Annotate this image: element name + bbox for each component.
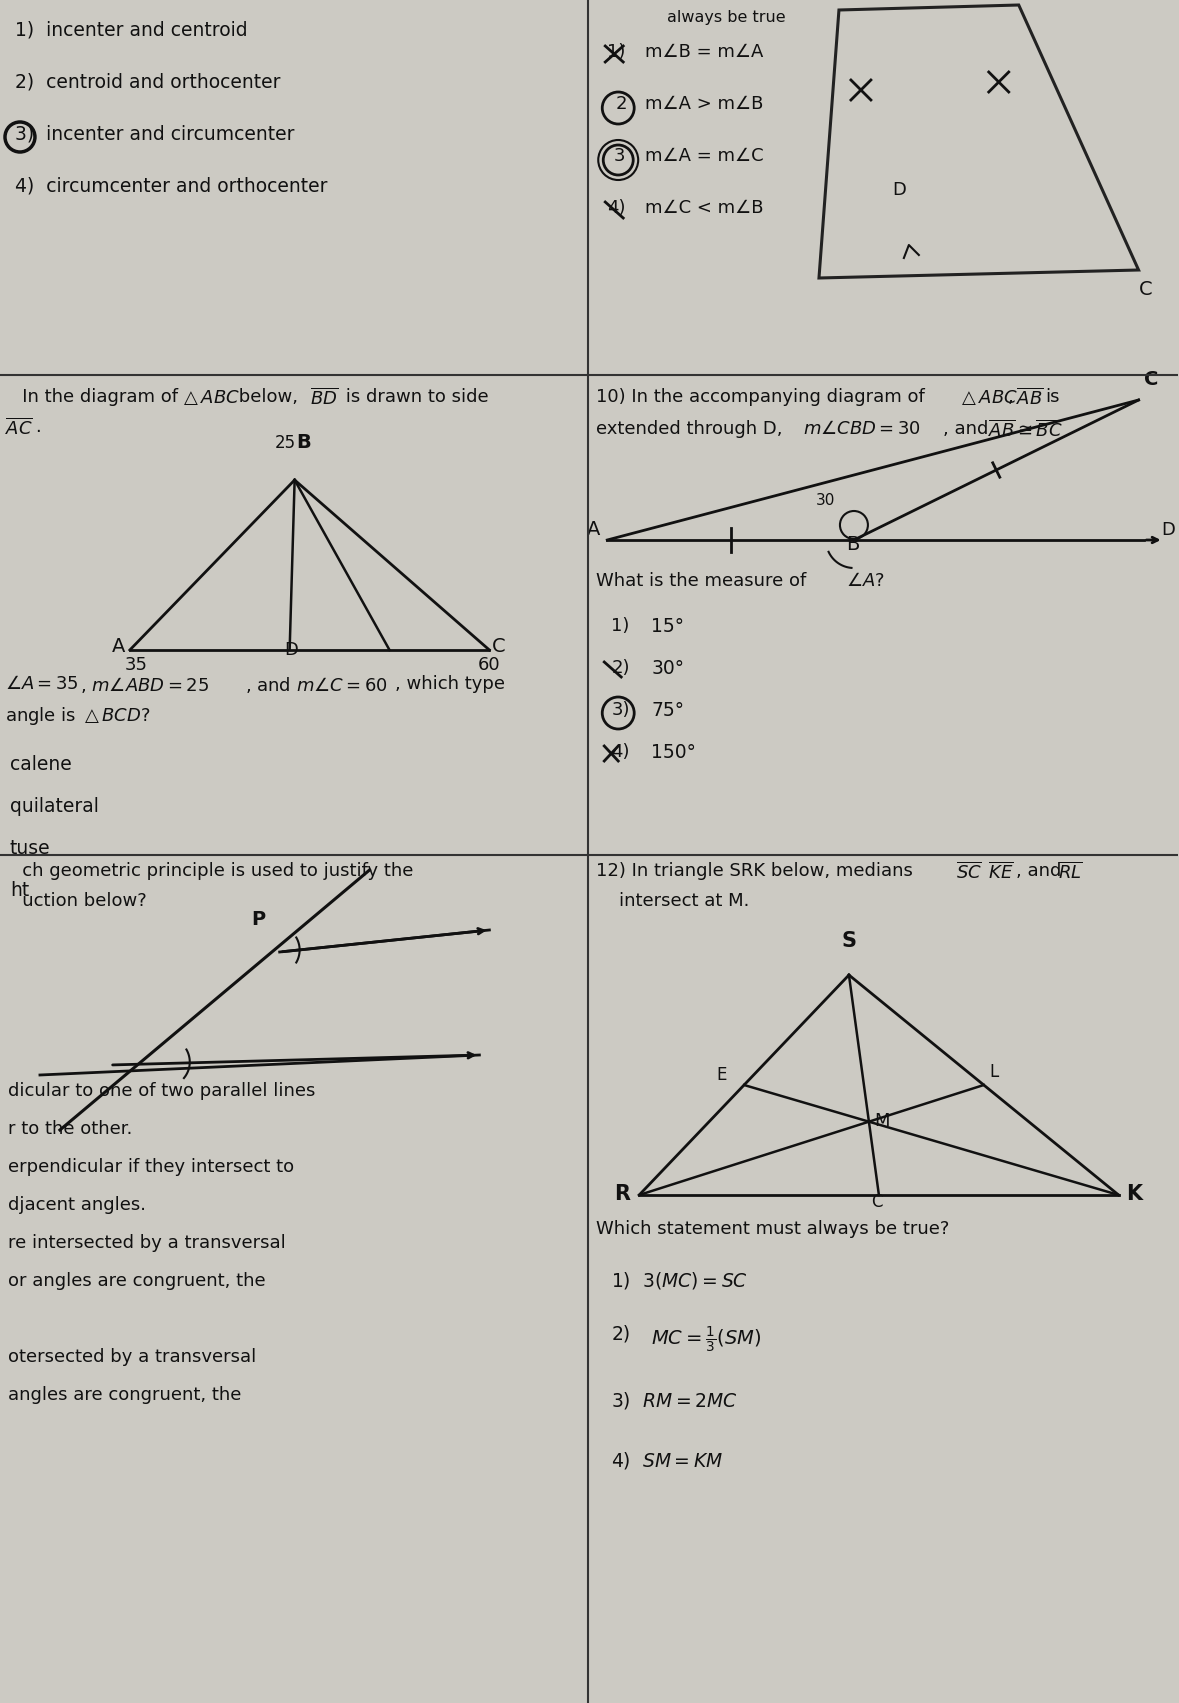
Text: 2): 2) (611, 659, 630, 678)
Text: $\overline{SC}$: $\overline{SC}$ (956, 862, 982, 882)
Text: 75°: 75° (651, 702, 684, 720)
Text: R: R (614, 1184, 631, 1204)
Text: S: S (842, 932, 856, 950)
Text: 35: 35 (125, 656, 147, 674)
Text: A: A (112, 637, 125, 656)
Text: $\overline{RL}$: $\overline{RL}$ (1058, 862, 1082, 882)
Text: D: D (284, 640, 298, 659)
Text: $\overline{AB} \cong \overline{BC}$: $\overline{AB} \cong \overline{BC}$ (988, 421, 1062, 441)
Text: 10) In the accompanying diagram of: 10) In the accompanying diagram of (597, 388, 930, 405)
Text: D: D (1161, 521, 1175, 540)
Text: 3)  $RM = 2MC$: 3) $RM = 2MC$ (611, 1390, 738, 1412)
Text: always be true: always be true (667, 10, 785, 26)
Text: 60: 60 (477, 656, 500, 674)
Text: djacent angles.: djacent angles. (8, 1196, 146, 1214)
Text: calene: calene (9, 754, 72, 773)
Text: B: B (297, 433, 311, 451)
Text: 1): 1) (611, 616, 630, 635)
Text: $\overline{AC}$: $\overline{AC}$ (5, 417, 33, 439)
Text: 2): 2) (611, 1325, 631, 1344)
Text: ht: ht (9, 880, 29, 899)
Text: is: is (1046, 388, 1060, 405)
Text: 25: 25 (275, 434, 296, 451)
Text: C: C (1139, 279, 1152, 300)
Text: uction below?: uction below? (5, 892, 146, 909)
Text: 1)  incenter and centroid: 1) incenter and centroid (15, 20, 248, 39)
Text: ch geometric principle is used to justify the: ch geometric principle is used to justif… (5, 862, 414, 880)
Text: In the diagram of: In the diagram of (5, 388, 184, 405)
Text: 15°: 15° (651, 616, 684, 635)
Text: , $m\angle ABD = 25$: , $m\angle ABD = 25$ (80, 674, 209, 695)
Text: m∠B = m∠A: m∠B = m∠A (645, 43, 764, 61)
Text: $\triangle ABC$: $\triangle ABC$ (179, 388, 239, 407)
Text: Which statement must always be true?: Which statement must always be true? (597, 1219, 949, 1238)
Text: angles are congruent, the: angles are congruent, the (8, 1386, 242, 1403)
Text: $\overline{AB}$: $\overline{AB}$ (1016, 388, 1043, 409)
Text: .: . (35, 417, 41, 436)
Text: ,: , (1008, 388, 1014, 405)
Text: K: K (1127, 1184, 1142, 1204)
Text: $\overline{BD}$: $\overline{BD}$ (310, 388, 338, 409)
Text: m∠A = m∠C: m∠A = m∠C (645, 146, 764, 165)
Text: dicular to one of two parallel lines: dicular to one of two parallel lines (8, 1081, 315, 1100)
Text: below,: below, (232, 388, 303, 405)
Text: is drawn to side: is drawn to side (340, 388, 488, 405)
Text: , and: , and (1016, 862, 1061, 880)
Text: 4)  circumcenter and orthocenter: 4) circumcenter and orthocenter (15, 175, 328, 196)
Text: 4): 4) (607, 199, 626, 216)
Text: m∠C < m∠B: m∠C < m∠B (645, 199, 764, 216)
Text: 30: 30 (816, 492, 836, 507)
Text: 2: 2 (615, 95, 627, 112)
Text: m∠A > m∠B: m∠A > m∠B (645, 95, 764, 112)
Text: D: D (891, 181, 905, 199)
Text: What is the measure of: What is the measure of (597, 572, 812, 589)
Text: C: C (1144, 370, 1158, 388)
Text: 3: 3 (613, 146, 625, 165)
Text: erpendicular if they intersect to: erpendicular if they intersect to (8, 1158, 294, 1177)
Text: C: C (871, 1194, 882, 1211)
Text: $\angle A$?: $\angle A$? (847, 572, 884, 589)
Text: 1): 1) (607, 43, 626, 61)
Text: C: C (492, 637, 505, 656)
Text: re intersected by a transversal: re intersected by a transversal (8, 1235, 285, 1252)
Text: , and $m\angle C = 60$: , and $m\angle C = 60$ (245, 674, 388, 695)
Text: P: P (251, 909, 265, 930)
Text: r to the other.: r to the other. (8, 1121, 132, 1138)
Text: tuse: tuse (9, 840, 51, 858)
Text: A: A (587, 519, 600, 540)
Text: 4): 4) (611, 743, 630, 761)
Text: extended through D,: extended through D, (597, 421, 789, 438)
Text: $MC = \frac{1}{3}(SM)$: $MC = \frac{1}{3}(SM)$ (651, 1325, 762, 1356)
Text: $\triangle ABC$: $\triangle ABC$ (957, 388, 1017, 407)
Text: angle is $\triangle BCD$?: angle is $\triangle BCD$? (5, 705, 151, 727)
Text: or angles are congruent, the: or angles are congruent, the (8, 1272, 265, 1289)
Text: $\angle A = 35$: $\angle A = 35$ (5, 674, 79, 693)
Text: B: B (847, 535, 859, 553)
Text: 3): 3) (611, 702, 630, 719)
Text: E: E (716, 1066, 726, 1085)
Text: 1)  $3(MC) = SC$: 1) $3(MC) = SC$ (611, 1270, 749, 1291)
Text: 30°: 30° (651, 659, 684, 678)
Text: , and: , and (943, 421, 994, 438)
Text: $m\angle CBD = 30$: $m\angle CBD = 30$ (803, 421, 921, 438)
Text: quilateral: quilateral (9, 797, 99, 816)
Text: 12) In triangle SRK below, medians: 12) In triangle SRK below, medians (597, 862, 918, 880)
Text: intersect at M.: intersect at M. (597, 892, 750, 909)
Text: 2)  centroid and orthocenter: 2) centroid and orthocenter (15, 72, 281, 90)
Text: M: M (874, 1112, 889, 1131)
Text: $\overline{KE}$: $\overline{KE}$ (983, 862, 1014, 884)
Text: , which type: , which type (395, 674, 505, 693)
Text: L: L (989, 1063, 999, 1081)
Text: 150°: 150° (651, 743, 696, 761)
Text: 4)  $SM = KM$: 4) $SM = KM$ (611, 1449, 724, 1471)
Text: otersected by a transversal: otersected by a transversal (8, 1349, 256, 1366)
Text: 3)  incenter and circumcenter: 3) incenter and circumcenter (15, 124, 295, 143)
